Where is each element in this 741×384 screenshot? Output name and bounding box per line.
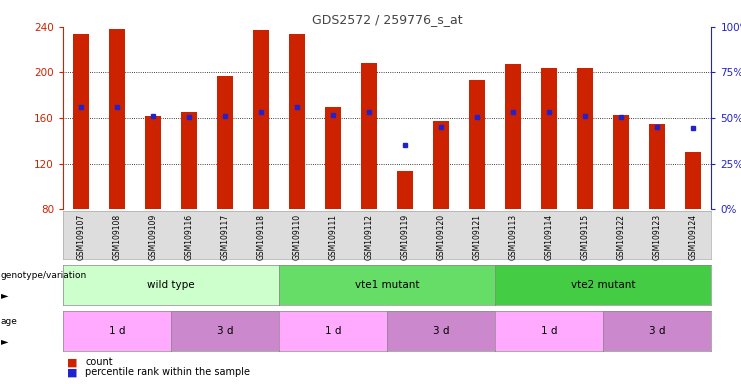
Text: ►: ► bbox=[1, 336, 8, 346]
Text: GSM109114: GSM109114 bbox=[545, 214, 554, 260]
Bar bbox=[109, 29, 125, 209]
Text: GSM109109: GSM109109 bbox=[148, 214, 158, 260]
Text: GSM109124: GSM109124 bbox=[689, 214, 698, 260]
Text: wild type: wild type bbox=[147, 280, 195, 290]
Text: GSM109113: GSM109113 bbox=[509, 214, 518, 260]
Bar bbox=[145, 116, 161, 209]
Text: 3 d: 3 d bbox=[217, 326, 233, 336]
Text: GSM109111: GSM109111 bbox=[329, 214, 338, 260]
Text: GSM109108: GSM109108 bbox=[113, 214, 122, 260]
Bar bbox=[253, 30, 269, 209]
Text: age: age bbox=[1, 317, 18, 326]
Text: ►: ► bbox=[1, 290, 8, 300]
Bar bbox=[217, 76, 233, 209]
Text: GSM109123: GSM109123 bbox=[653, 214, 662, 260]
Text: GSM109118: GSM109118 bbox=[256, 214, 265, 260]
Text: 3 d: 3 d bbox=[649, 326, 665, 336]
Text: percentile rank within the sample: percentile rank within the sample bbox=[85, 367, 250, 377]
Bar bbox=[73, 34, 89, 209]
Bar bbox=[325, 107, 342, 209]
Text: genotype/variation: genotype/variation bbox=[1, 271, 87, 280]
Text: GSM109117: GSM109117 bbox=[221, 214, 230, 260]
Bar bbox=[614, 115, 629, 209]
Bar bbox=[181, 113, 197, 209]
Bar bbox=[397, 170, 413, 209]
Text: GSM109116: GSM109116 bbox=[185, 214, 193, 260]
Text: vte1 mutant: vte1 mutant bbox=[355, 280, 419, 290]
Text: GSM109107: GSM109107 bbox=[76, 214, 85, 260]
Text: 1 d: 1 d bbox=[541, 326, 557, 336]
Bar bbox=[541, 68, 557, 209]
Text: 3 d: 3 d bbox=[433, 326, 450, 336]
Bar bbox=[685, 152, 702, 209]
Bar bbox=[649, 124, 665, 209]
Text: GSM109115: GSM109115 bbox=[581, 214, 590, 260]
Text: count: count bbox=[85, 358, 113, 367]
Bar bbox=[289, 34, 305, 209]
Text: 1 d: 1 d bbox=[325, 326, 342, 336]
Text: 1 d: 1 d bbox=[109, 326, 125, 336]
Text: GSM109121: GSM109121 bbox=[473, 214, 482, 260]
Bar bbox=[361, 63, 377, 209]
Text: vte2 mutant: vte2 mutant bbox=[571, 280, 636, 290]
Text: ■: ■ bbox=[67, 367, 77, 377]
Bar bbox=[577, 68, 594, 209]
Bar bbox=[469, 81, 485, 209]
Text: ■: ■ bbox=[67, 358, 77, 367]
Text: GSM109122: GSM109122 bbox=[617, 214, 626, 260]
Text: GSM109110: GSM109110 bbox=[293, 214, 302, 260]
Text: GSM109120: GSM109120 bbox=[436, 214, 445, 260]
Bar bbox=[505, 65, 522, 209]
Bar bbox=[433, 121, 449, 209]
Title: GDS2572 / 259776_s_at: GDS2572 / 259776_s_at bbox=[312, 13, 462, 26]
Text: GSM109112: GSM109112 bbox=[365, 214, 373, 260]
Text: GSM109119: GSM109119 bbox=[401, 214, 410, 260]
